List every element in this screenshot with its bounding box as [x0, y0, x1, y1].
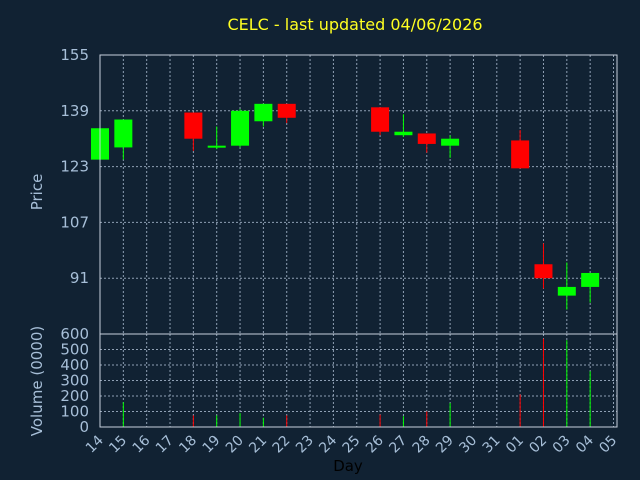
candle	[184, 112, 203, 151]
volume-tick-label: 100	[60, 403, 89, 421]
volume-bars	[122, 338, 591, 427]
candle	[207, 126, 226, 150]
candle-body	[534, 264, 553, 279]
candle	[417, 133, 436, 153]
x-tick-label: 29	[433, 433, 457, 457]
x-tick-label: 16	[130, 432, 154, 456]
x-tick-label: 05	[596, 433, 620, 457]
volume-tick-label: 500	[60, 341, 89, 359]
price-candles	[91, 103, 600, 310]
candle-body	[371, 107, 390, 132]
candle-body	[557, 286, 576, 296]
x-tick-label: 22	[270, 433, 294, 457]
candle-body	[394, 131, 413, 136]
price-tick-label: 91	[70, 269, 89, 287]
candle-body	[231, 110, 250, 146]
x-tick-label: 14	[83, 432, 107, 456]
volume-tick-label: 600	[60, 325, 89, 343]
x-tick-label: 04	[573, 432, 597, 456]
price-tick-label: 123	[60, 158, 89, 176]
x-tick-label: 21	[246, 433, 270, 457]
x-tick-label: 23	[293, 433, 317, 457]
candle	[114, 119, 133, 160]
x-tick-label: 18	[176, 433, 200, 457]
x-tick-label: 02	[526, 433, 550, 457]
volume-axis-label: Volume (0000)	[28, 326, 46, 436]
grid-layer	[100, 54, 617, 428]
x-tick-label: 27	[386, 433, 410, 457]
x-tick-label: 26	[363, 432, 387, 456]
volume-panel-frame	[99, 333, 618, 428]
candle	[277, 103, 296, 124]
price-axis-label: Price	[28, 174, 46, 211]
candle	[441, 135, 460, 158]
price-tick-label: 155	[60, 46, 89, 64]
price-tick-label: 139	[60, 102, 89, 120]
x-tick-label: 31	[480, 433, 504, 457]
x-axis-ticks: 14 15 16 17 18 19 20 21 22 23 24 25 26 27 28 29 30 31 01 02…	[83, 432, 620, 456]
candle-body	[581, 272, 600, 287]
volume-tick-label: 0	[79, 418, 89, 436]
volume-tick-label: 300	[60, 372, 89, 390]
candle	[511, 129, 530, 169]
candle	[581, 272, 600, 303]
candle	[254, 103, 273, 127]
candle	[557, 262, 576, 310]
x-tick-label: 01	[503, 433, 527, 457]
candle-body	[511, 140, 530, 169]
candle	[394, 114, 413, 137]
x-tick-label: 30	[456, 433, 480, 457]
x-axis-label: Day	[333, 457, 363, 475]
candle-body	[114, 119, 133, 148]
price-axis-ticks: 155 139 123 107 91	[60, 46, 89, 287]
volume-tick-label: 200	[60, 387, 89, 405]
price-tick-label: 107	[60, 213, 89, 231]
x-tick-label: 03	[550, 433, 574, 457]
x-tick-label: 25	[340, 433, 364, 457]
candle-body	[441, 138, 460, 146]
x-tick-label: 20	[223, 433, 247, 457]
candle-body	[277, 103, 296, 118]
chart-title: CELC - last updated 04/06/2026	[227, 15, 482, 34]
candle	[231, 109, 250, 148]
x-tick-label: 19	[200, 433, 224, 457]
candle	[534, 243, 553, 289]
x-tick-label: 24	[316, 432, 340, 456]
volume-tick-label: 400	[60, 356, 89, 374]
x-tick-label: 15	[106, 433, 130, 457]
candle-body	[417, 133, 436, 144]
candle-body	[184, 112, 203, 139]
candle	[371, 107, 390, 136]
candle-body	[254, 103, 273, 122]
x-tick-label: 28	[410, 433, 434, 457]
price-panel-frame	[99, 54, 618, 335]
candle-body	[207, 145, 226, 148]
x-tick-label: 17	[153, 433, 177, 457]
